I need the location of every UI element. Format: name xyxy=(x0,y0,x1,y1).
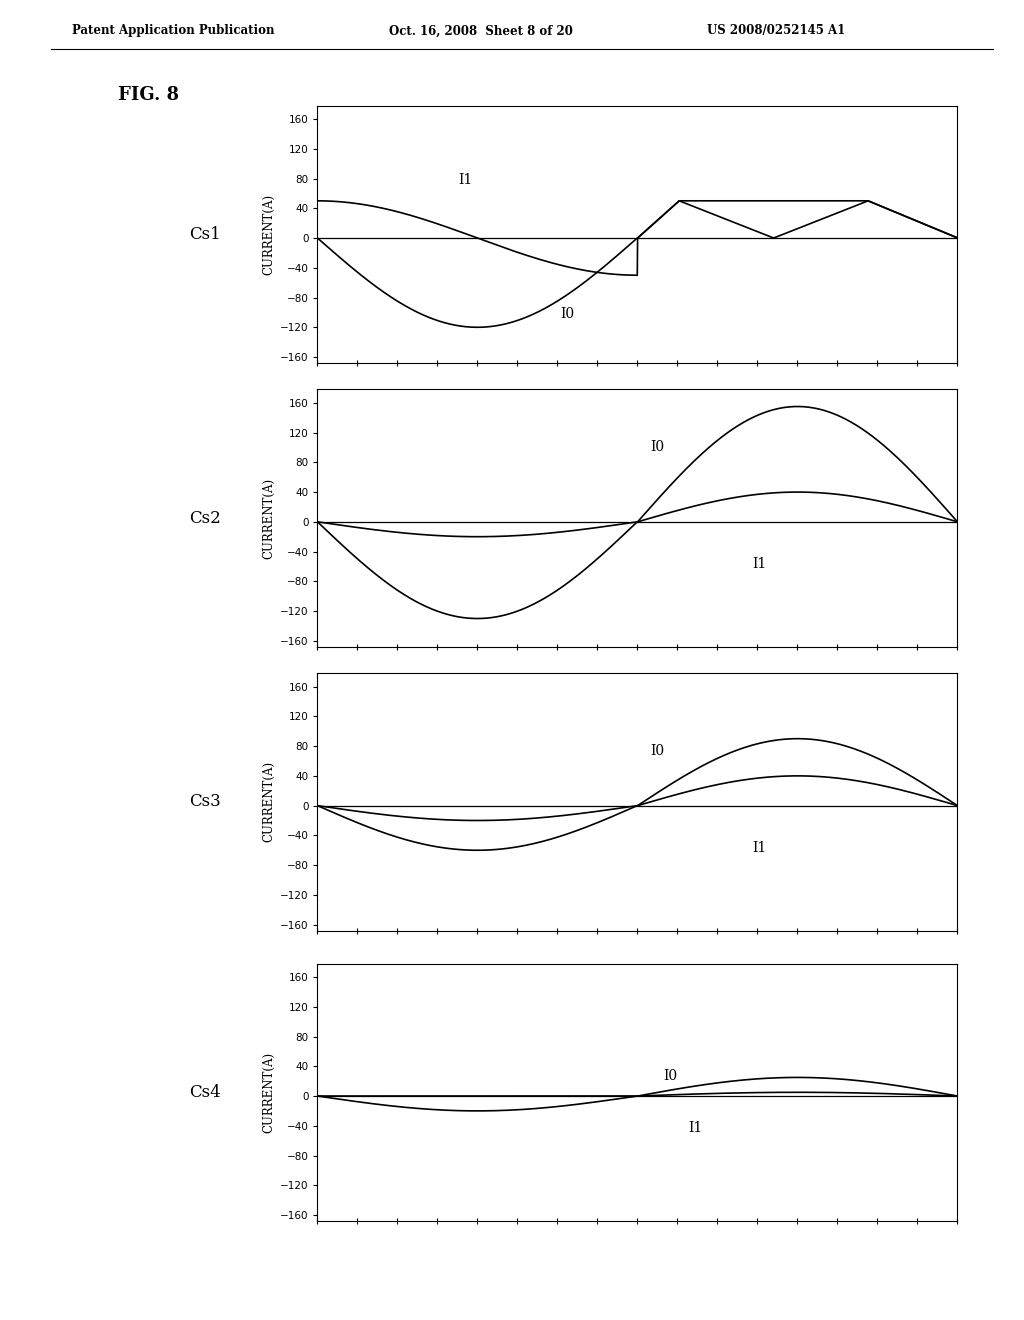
Text: US 2008/0252145 A1: US 2008/0252145 A1 xyxy=(707,24,845,37)
Y-axis label: CURRENT(A): CURRENT(A) xyxy=(263,194,275,275)
Text: FIG. 8: FIG. 8 xyxy=(118,86,179,104)
Y-axis label: CURRENT(A): CURRENT(A) xyxy=(263,762,275,842)
Text: Cs2: Cs2 xyxy=(189,510,221,527)
Text: I0: I0 xyxy=(650,744,665,758)
Y-axis label: CURRENT(A): CURRENT(A) xyxy=(263,1052,275,1133)
Text: Oct. 16, 2008  Sheet 8 of 20: Oct. 16, 2008 Sheet 8 of 20 xyxy=(389,24,573,37)
Text: I1: I1 xyxy=(753,557,767,572)
Text: Cs4: Cs4 xyxy=(189,1084,221,1101)
Text: I0: I0 xyxy=(664,1069,677,1082)
Text: Cs1: Cs1 xyxy=(189,226,221,243)
Text: Patent Application Publication: Patent Application Publication xyxy=(72,24,274,37)
Text: Cs3: Cs3 xyxy=(189,793,221,810)
Text: I0: I0 xyxy=(650,440,665,454)
Text: I1: I1 xyxy=(688,1121,702,1135)
Text: I1: I1 xyxy=(753,841,767,855)
Text: I1: I1 xyxy=(459,173,472,187)
Y-axis label: CURRENT(A): CURRENT(A) xyxy=(263,478,275,558)
Text: I0: I0 xyxy=(561,308,574,321)
